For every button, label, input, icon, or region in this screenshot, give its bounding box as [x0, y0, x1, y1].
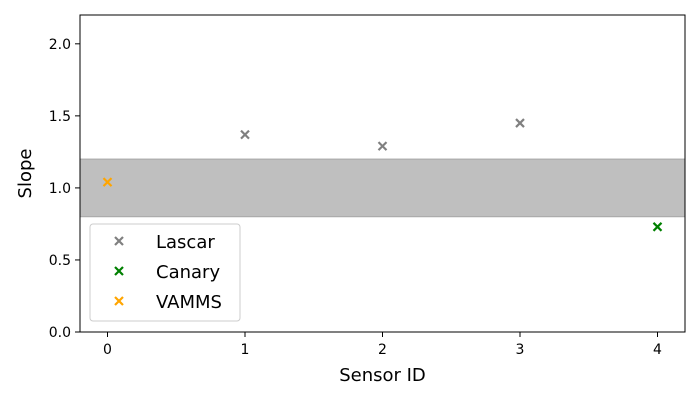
y-tick-label: 2.0: [49, 37, 71, 53]
y-tick-label: 0.0: [49, 325, 71, 341]
data-point-canary: [652, 222, 663, 232]
data-point-lascar: [377, 141, 388, 151]
x-tick-label: 1: [241, 342, 250, 358]
legend-marker-canary: [114, 266, 124, 276]
y-axis-ticks: 0.0 0.5 1.0 1.5 2.0: [49, 37, 80, 341]
x-tick-label: 0: [103, 342, 112, 358]
y-tick-label: 1.5: [49, 109, 71, 125]
data-point-lascar: [515, 118, 525, 128]
data-point-vamms: [102, 177, 113, 187]
x-axis-ticks: 0 1 2 3 4: [103, 332, 662, 358]
x-tick-label: 4: [653, 342, 662, 358]
legend-marker-vamms: [114, 296, 124, 306]
x-axis-label: Sensor ID: [339, 365, 426, 386]
x-tick-label: 2: [378, 342, 387, 358]
y-axis-label: Slope: [15, 149, 36, 199]
data-points: [102, 118, 663, 232]
legend-box: [89, 223, 241, 322]
legend-label-canary: Canary: [156, 262, 220, 283]
legend-marker-lascar: [114, 236, 124, 246]
y-tick-label: 0.5: [49, 253, 71, 269]
x-tick-label: 3: [516, 342, 525, 358]
legend: Lascar Canary VAMMS: [89, 223, 241, 322]
y-tick-label: 1.0: [49, 181, 71, 197]
legend-label-vamms: VAMMS: [156, 292, 222, 313]
target-range-band: [79, 158, 686, 218]
data-point-lascar: [240, 129, 250, 140]
legend-label-lascar: Lascar: [156, 232, 215, 253]
